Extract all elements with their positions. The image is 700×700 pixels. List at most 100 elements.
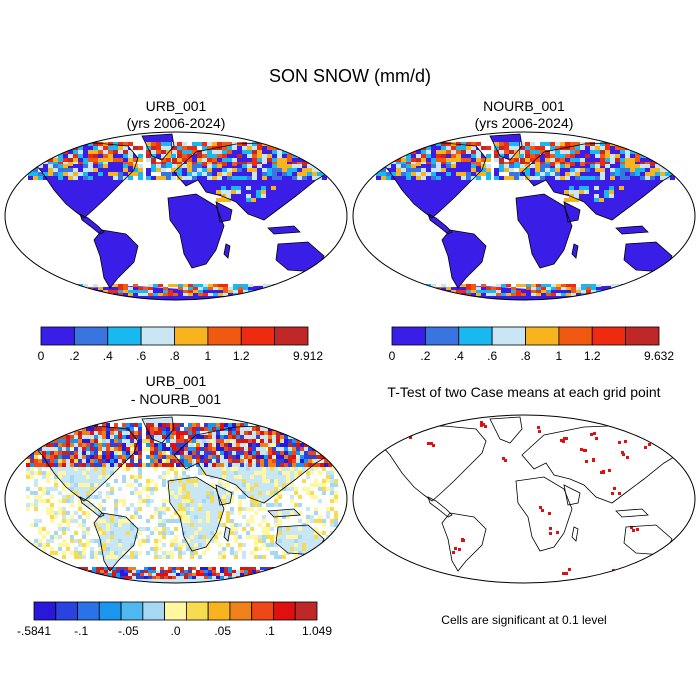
grid-cell [292,146,297,150]
grid-cell [626,293,631,296]
grid-cell [535,154,540,158]
grid-cell [130,455,134,459]
grid-cell [396,150,401,154]
grid-cell [154,487,158,491]
grid-cell [292,154,297,158]
grid-cell [114,427,118,431]
grid-cell [83,176,88,180]
grid-cell [230,479,234,483]
significant-cell [585,460,588,463]
grid-cell [88,293,93,296]
grid-cell [421,168,426,172]
grid-cell [34,463,38,467]
grid-cell [50,535,54,539]
grid-cell [232,168,237,172]
grid-cell [118,523,122,527]
grid-cell [183,284,188,287]
grid-cell [277,168,282,172]
grid-cell [670,176,675,180]
grid-cell [238,523,242,527]
grid-cell [128,567,132,570]
significant-cell [565,572,568,575]
grid-cell [13,293,18,296]
grid-cell [282,142,287,146]
grid-cell [122,467,126,471]
grid-cell [257,142,262,146]
grid-cell [330,539,334,543]
grid-cell [222,471,226,475]
grid-cell [314,551,318,555]
grid-cell [190,551,194,555]
grid-cell [586,284,591,287]
grid-cell [63,176,68,180]
grid-cell [90,443,94,447]
grid-cell [118,519,122,523]
grid-cell [216,455,220,459]
grid-cell [90,507,94,511]
grid-cell [146,487,150,491]
grid-cell [218,511,222,515]
grid-cell [212,158,217,162]
grid-cell [288,573,292,576]
grid-cell [72,570,76,573]
grid-cell [50,539,54,543]
grid-cell [98,543,102,547]
grid-cell [272,459,276,463]
grid-cell [238,284,243,287]
grid-cell [254,511,258,515]
grid-cell [156,164,161,168]
grid-cell [206,515,210,519]
significant-cell [432,444,435,447]
grid-cell [202,439,206,443]
grid-cell [83,158,88,162]
grid-cell [178,511,182,515]
grid-cell [316,455,320,459]
grid-cell [38,293,43,296]
grid-cell [118,447,122,451]
grid-cell [550,168,555,172]
grid-cell [192,576,196,579]
figure-title: SON SNOW (mm/d) [269,66,431,86]
grid-cell [138,447,142,451]
grid-cell [218,293,223,296]
grid-cell [595,142,600,146]
grid-cell [376,142,381,146]
colorbar-tick-label: .05 [214,624,231,638]
grid-cell [635,146,640,150]
grid-cell [232,447,236,451]
grid-cell [58,158,63,162]
grid-cell [268,284,273,287]
grid-cell [446,287,451,290]
grid-cell [481,290,486,293]
grid-cell [134,459,138,463]
grid-cell [197,154,202,158]
grid-cell [43,142,48,146]
grid-cell [134,447,138,451]
grid-cell [334,483,338,487]
significant-cell [613,487,616,490]
grid-cell [134,527,138,531]
grid-cell [318,447,322,451]
grid-cell [323,293,328,296]
grid-cell [180,423,184,427]
grid-cell [456,290,461,293]
grid-cell [26,467,30,471]
grid-cell [86,515,90,519]
grid-cell [610,154,615,158]
grid-cell [88,176,93,180]
grid-cell [326,479,330,483]
grid-cell [446,146,451,150]
grid-cell [268,431,272,435]
grid-cell [238,495,242,499]
grid-cell [381,290,386,293]
grid-cell [130,435,134,439]
grid-cell [401,284,406,287]
grid-cell [240,570,244,573]
grid-cell [282,164,287,168]
grid-cell [640,172,645,176]
grid-cell [210,475,214,479]
grid-cell [569,186,574,190]
grid-cell [146,499,150,503]
grid-cell [486,293,491,296]
grid-cell [172,172,177,176]
